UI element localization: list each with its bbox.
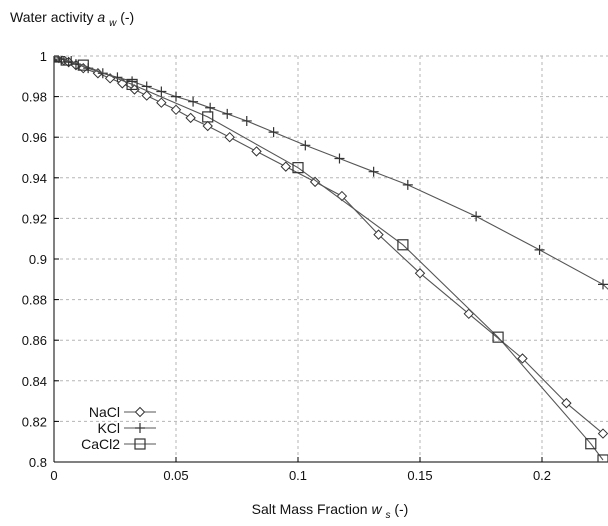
- x-axis-title-subscript: s: [385, 510, 390, 521]
- data-point-kcl: [471, 211, 482, 222]
- y-tick-label: 0.94: [22, 171, 47, 186]
- data-point-kcl: [598, 279, 608, 290]
- y-tick-label: 0.84: [22, 374, 47, 389]
- data-point-kcl: [188, 96, 199, 107]
- x-tick-label: 0.2: [533, 468, 551, 483]
- data-point-cacl2: [60, 56, 72, 66]
- data-point-kcl: [156, 86, 167, 97]
- data-point-nacl: [141, 90, 152, 101]
- x-axis-title-unit: (-): [394, 501, 408, 517]
- data-point-kcl: [171, 91, 181, 102]
- series-line-nacl: [54, 56, 604, 435]
- data-point-nacl: [561, 397, 572, 409]
- y-tick-label: 1: [40, 49, 47, 64]
- data-point-nacl: [170, 104, 182, 116]
- data-point-nacl: [251, 146, 262, 157]
- data-point-cacl2: [126, 78, 138, 91]
- y-tick-label: 0.92: [22, 211, 47, 226]
- x-tick-label: 0.05: [163, 468, 188, 483]
- y-axis-title-subscript: w: [109, 18, 117, 29]
- data-point-cacl2: [585, 438, 597, 450]
- data-point-cacl2: [492, 331, 504, 343]
- data-point-cacl2: [597, 454, 608, 462]
- y-axis-title-text: Water activity: [10, 9, 94, 25]
- legend-label-nacl: NaCl: [89, 404, 120, 420]
- y-axis-title: Water activity a w (-): [10, 9, 134, 29]
- data-point-nacl: [373, 229, 384, 240]
- y-axis-title-symbol: a: [97, 9, 105, 25]
- x-axis-title-symbol: w: [371, 501, 382, 517]
- data-point-nacl: [224, 131, 235, 143]
- series-line-kcl: [54, 56, 608, 290]
- grid: [54, 55, 608, 462]
- ticks: 0 0.05 0.1 0.15 0.2 0.8 0.82 0.84 0.86 0.88 0.9 0.9…: [22, 49, 551, 483]
- data-point-kcl: [534, 244, 545, 255]
- legend-marker-nacl: [134, 406, 146, 418]
- data-point-nacl: [202, 120, 213, 132]
- legend-marker-kcl: [135, 423, 145, 433]
- x-axis-title-text: Salt Mass Fraction: [252, 501, 372, 517]
- data-point-kcl: [141, 81, 152, 92]
- y-tick-label: 0.82: [22, 414, 47, 429]
- y-axis-title-unit: (-): [120, 9, 134, 25]
- series-line-cacl2: [54, 56, 604, 461]
- data-point-nacl: [414, 268, 426, 279]
- legend-marker-cacl2: [134, 438, 146, 450]
- series-layer: [54, 56, 608, 462]
- y-tick-label: 0.96: [22, 130, 47, 145]
- data-point-kcl: [334, 153, 345, 164]
- series-nacl: [54, 56, 608, 439]
- data-point-cacl2: [202, 111, 214, 123]
- data-point-nacl: [280, 161, 292, 172]
- data-point-nacl: [185, 112, 196, 124]
- data-point-kcl: [268, 127, 279, 138]
- data-point-kcl: [300, 140, 311, 151]
- data-point-kcl: [241, 115, 252, 126]
- data-point-cacl2: [77, 59, 89, 71]
- data-point-cacl2: [397, 239, 409, 251]
- legend-label-cacl2: CaCl2: [81, 436, 120, 452]
- data-point-kcl: [402, 179, 413, 190]
- x-tick-label: 0: [50, 468, 57, 483]
- data-point-kcl: [205, 102, 216, 113]
- data-point-kcl: [368, 166, 379, 177]
- y-tick-label: 0.86: [22, 333, 47, 348]
- x-tick-label: 0.1: [289, 468, 307, 483]
- data-point-kcl: [222, 108, 233, 119]
- y-tick-label: 0.8: [29, 455, 47, 470]
- x-axis-title: Salt Mass Fraction w s (-): [252, 501, 409, 521]
- data-point-cacl2: [54, 56, 65, 63]
- series-cacl2: [54, 56, 608, 462]
- data-point-nacl: [517, 353, 528, 364]
- data-point-nacl: [597, 428, 608, 439]
- data-point-cacl2: [292, 162, 304, 174]
- legend-label-kcl: KCl: [97, 420, 120, 436]
- y-tick-label: 0.88: [22, 293, 47, 308]
- data-point-nacl: [309, 176, 321, 188]
- data-point-nacl: [156, 97, 167, 108]
- x-tick-label: 0.15: [407, 468, 432, 483]
- y-tick-label: 0.9: [29, 252, 47, 267]
- y-tick-label: 0.98: [22, 90, 47, 105]
